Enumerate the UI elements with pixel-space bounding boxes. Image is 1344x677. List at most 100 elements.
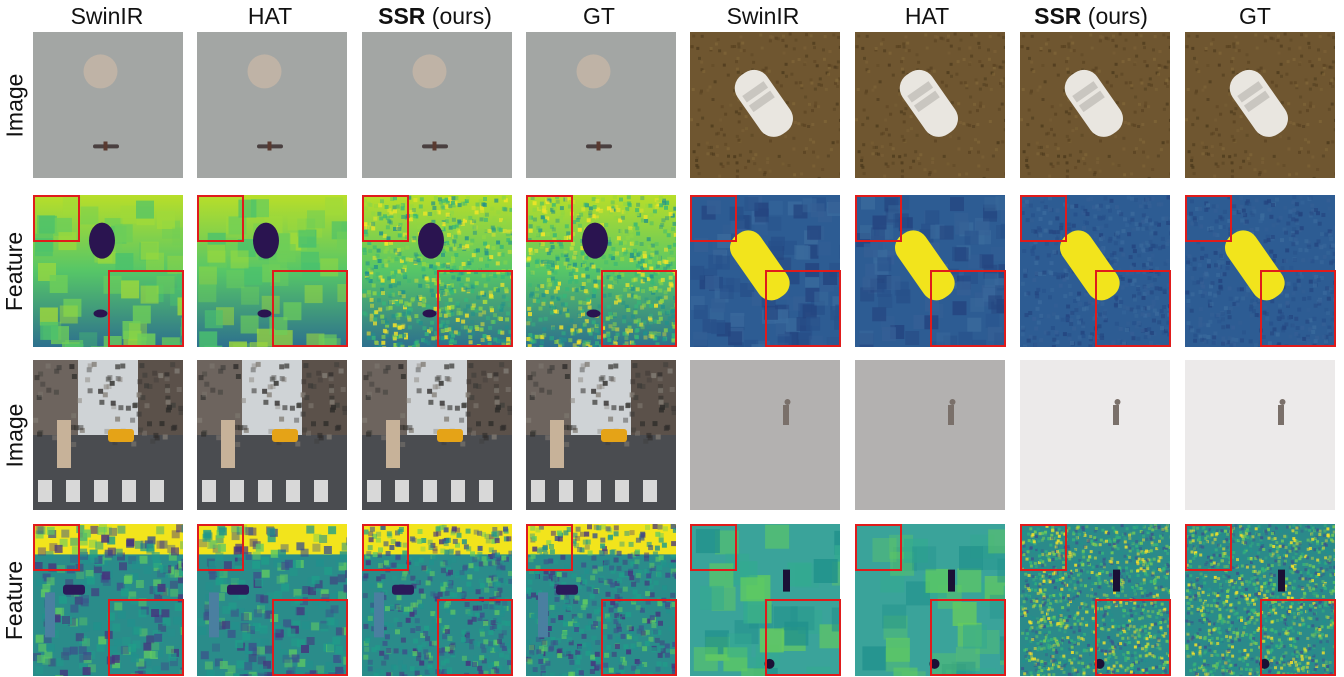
- moon-feature: [89, 222, 115, 259]
- shoe-feature: [1059, 230, 1120, 301]
- zoom-region-box: [1020, 195, 1067, 242]
- zoom-inset-box: [272, 599, 348, 676]
- image-tile: [690, 32, 840, 178]
- zoom-inset-box: [765, 270, 841, 347]
- texture-noise: [362, 195, 512, 347]
- texture-noise: [690, 195, 840, 347]
- feature-tile: [362, 524, 512, 676]
- image-tile: [197, 360, 347, 510]
- image-tile: [1020, 360, 1170, 510]
- zoom-region-box: [1020, 524, 1067, 571]
- skier: [948, 399, 956, 425]
- taxi: [272, 429, 298, 442]
- image-tile: [33, 360, 183, 510]
- zoom-inset-box: [930, 599, 1006, 676]
- zoom-inset-box: [601, 599, 677, 676]
- image-tile: [855, 32, 1005, 178]
- skier: [783, 399, 791, 425]
- pedestrian: [550, 420, 564, 468]
- zoom-inset-box: [1260, 270, 1336, 347]
- column-header-ssr: SSR (ours): [378, 3, 492, 29]
- image-tile: [1020, 32, 1170, 178]
- zoom-region-box: [526, 195, 573, 242]
- column-header-hat: HAT: [247, 3, 293, 29]
- feature-tile: [1020, 524, 1170, 676]
- skier-feature: [1278, 569, 1285, 592]
- image-tile: [362, 360, 512, 510]
- moon: [247, 54, 282, 89]
- texture-noise: [33, 361, 183, 447]
- airplane: [93, 141, 119, 151]
- texture-noise: [197, 524, 347, 676]
- shoe: [899, 69, 958, 137]
- texture-noise: [33, 524, 183, 676]
- zoom-inset-box: [765, 599, 841, 676]
- row-label-feature: Feature: [1, 560, 28, 640]
- zoom-inset-box: [601, 270, 677, 347]
- zoom-inset-box: [437, 270, 513, 347]
- zoom-region-box: [526, 524, 573, 571]
- moon-feature: [253, 222, 279, 259]
- moon-feature: [582, 222, 608, 259]
- skier-feature: [783, 569, 790, 592]
- column-header-hat: HAT: [904, 3, 950, 29]
- zoom-inset-box: [930, 270, 1006, 347]
- image-tile: [1185, 32, 1335, 178]
- texture-noise: [855, 32, 1005, 178]
- pedestrian: [221, 420, 235, 468]
- image-tile: [690, 360, 840, 510]
- shoe: [734, 69, 793, 137]
- image-tile: [362, 32, 512, 178]
- airplane: [257, 141, 283, 151]
- shoe: [1229, 69, 1288, 137]
- zoom-inset-box: [108, 599, 184, 676]
- texture-noise: [862, 529, 1005, 676]
- skier-feature: [948, 569, 955, 592]
- image-tile: [526, 360, 676, 510]
- texture-noise: [526, 195, 676, 347]
- column-header-ssr: SSR (ours): [1034, 3, 1148, 29]
- column-header-swinir: SwinIR: [726, 3, 800, 29]
- shoe-feature: [729, 230, 790, 301]
- moon: [576, 54, 611, 89]
- zoom-region-box: [690, 524, 737, 571]
- zoom-region-box: [362, 524, 409, 571]
- zoom-region-box: [855, 195, 902, 242]
- row-label-feature: Feature: [1, 231, 28, 311]
- shoe-feature: [894, 230, 955, 301]
- zoom-inset-box: [437, 599, 513, 676]
- pedestrian: [386, 420, 400, 468]
- image-tile: [33, 32, 183, 178]
- taxi: [437, 429, 463, 442]
- zoom-region-box: [1185, 195, 1232, 242]
- row-label-image: Image: [1, 403, 28, 467]
- moon-feature: [418, 222, 444, 259]
- zoom-inset-box: [272, 270, 348, 347]
- taxi: [108, 429, 134, 442]
- zoom-region-box: [1185, 524, 1232, 571]
- texture-noise: [693, 524, 840, 676]
- zoom-region-box: [33, 524, 80, 571]
- shoe: [1064, 69, 1123, 137]
- zoom-region-box: [33, 195, 80, 242]
- zoom-region-box: [197, 524, 244, 571]
- pedestrian: [57, 420, 71, 468]
- zoom-region-box: [690, 195, 737, 242]
- image-tile: [1185, 360, 1335, 510]
- image-tile: [197, 32, 347, 178]
- moon: [412, 54, 447, 89]
- zoom-region-box: [362, 195, 409, 242]
- texture-noise: [34, 197, 183, 347]
- zoom-inset-box: [1260, 599, 1336, 676]
- airplane: [422, 141, 448, 151]
- column-header-gt: GT: [1239, 3, 1271, 29]
- texture-noise: [1020, 524, 1170, 676]
- column-header-gt: GT: [583, 3, 615, 29]
- skier: [1113, 399, 1121, 425]
- zoom-inset-box: [1095, 270, 1171, 347]
- zoom-inset-box: [1095, 599, 1171, 676]
- zoom-inset-box: [108, 270, 184, 347]
- shoe-feature: [1224, 230, 1285, 301]
- column-header-swinir: SwinIR: [70, 3, 144, 29]
- airplane: [586, 141, 612, 151]
